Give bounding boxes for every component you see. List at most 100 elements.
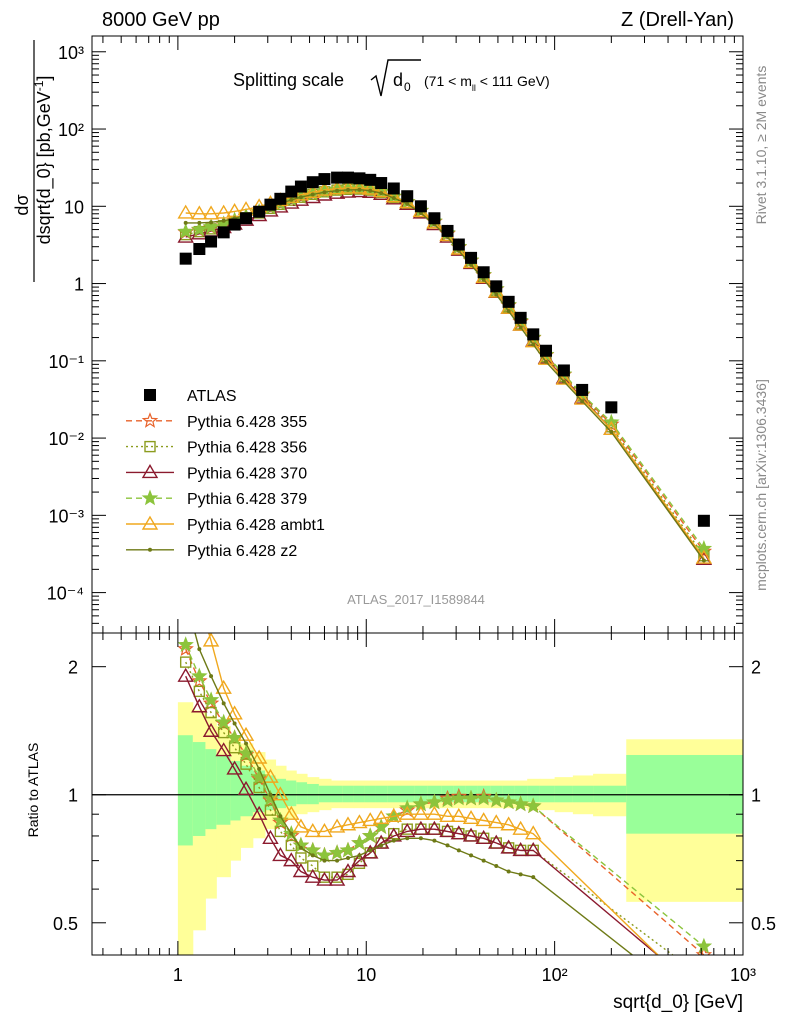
uncertainty-band-inner [375,785,389,803]
uncertainty-band-inner [192,742,206,836]
uncertainty-band-inner [427,785,442,803]
ratio-point-pythia-6-428-ambt1 [283,805,300,820]
point-pythia-6-428-ambt1 [316,181,333,196]
ratio-point-pythia-6-428-370 [215,742,232,757]
ratio-point-pythia-6-428-379 [226,729,243,745]
ratio-point-pythia-6-428-355 [695,946,713,955]
ratio-point-pythia-6-428-z2 [456,848,461,853]
point-pythia-6-428-ambt1 [695,549,713,564]
legend-label: Pythia 6.428 356 [187,440,307,457]
uncertainty-band-inner [286,780,297,807]
ratio-y-tick-label-right: 1 [751,786,761,806]
point-pythia-6-428-ambt1 [512,316,529,331]
legend-item-pythia-6-428-z2: Pythia 6.428 z2 [126,543,297,560]
ratio-point-pythia-6-428-z2 [506,869,511,874]
ratio-point-pythia-6-428-370 [304,868,321,883]
data-point-atlas [477,266,490,279]
ratio-point-pythia-6-428-379 [215,713,232,730]
ratio-point-pythia-6-428-379 [695,937,713,954]
chart-title: Splitting scale d 0 (71 < mll < 111 GeV) [233,59,550,97]
ratio-point-pythia-6-428-370 [250,805,268,820]
watermark: ATLAS_2017_I1589844 [347,592,485,607]
ratio-point-pythia-6-428-ambt1 [272,786,289,801]
uncertainty-band-inner [572,785,594,803]
title-range: (71 < mll < 111 GeV) [424,73,550,93]
point-pythia-6-428-z2 [289,197,294,202]
point-pythia-6-428-ambt1 [372,183,390,198]
ratio-point-pythia-6-428-370 [372,834,390,849]
point-pythia-6-428-z2 [357,187,362,192]
y-tick-label: 10⁻¹ [48,352,84,372]
x-tick-label: 1 [173,965,183,985]
point-pythia-6-428-z2 [346,187,351,192]
ratio-point-pythia-6-428-ambt1 [304,823,321,838]
ratio-point-pythia-6-428-ambt1 [439,807,456,822]
uncertainty-band-inner [527,785,541,803]
ratio-point-pythia-6-428-ambt1 [462,809,480,825]
uncertainty-band-inner [593,785,627,803]
ratio-point-pythia-6-428-z2 [298,845,303,850]
ratio-point-pythia-6-428-ambt1 [292,818,310,833]
ratio-point-pythia-6-428-z2 [197,647,202,652]
uncertainty-band-inner [414,785,429,803]
point-pythia-6-428-ambt1 [215,204,232,219]
xlabel: sqrt{d_0} [GeV] [613,992,743,1013]
data-point-atlas [452,238,465,251]
data-point-atlas [465,251,478,264]
ratio-point-pythia-6-428-z2 [481,858,486,863]
data-point-atlas [205,235,218,248]
ratio-point-pythia-6-428-370 [272,847,289,862]
ratio-point-pythia-6-428-z2 [445,843,450,848]
ratio-point-pythia-6-428-379 [250,768,268,785]
ratio-line-pythia-6-428-ambt1 [208,633,660,955]
title-sym-sub: 0 [404,80,411,94]
title-range-post: < 111 GeV) [476,73,550,89]
data-point-atlas [387,182,400,195]
ratio-y-tick-label-left: 2 [68,658,78,678]
ratio-point-pythia-6-428-356 [228,741,241,754]
data-point-atlas [576,383,589,396]
ratio-point-pythia-6-428-z2 [278,814,283,819]
legend-marker-pythia-6-428-355 [141,412,159,428]
point-pythia-6-428-z2 [221,218,226,223]
ratio-point-pythia-6-428-ambt1 [399,805,416,820]
point-pythia-6-428-z2 [310,192,315,197]
ratio-point-pythia-6-428-379 [439,791,456,808]
ratio-series-pythia-6-428-ambt1 [202,633,660,955]
legend-item-pythia-6-428-379: Pythia 6.428 379 [126,489,307,508]
legend-item-pythia-6-428-356: Pythia 6.428 356 [126,440,307,457]
ratio-point-pythia-6-428-356 [193,685,206,698]
ratio-point-pythia-6-428-379 [475,789,492,806]
data-point-atlas [264,198,277,211]
ratio-point-pythia-6-428-370 [525,841,542,857]
ratio-point-pythia-6-428-370 [202,722,220,737]
y-tick-label: 10 [64,197,84,217]
uncertainty-band-inner [400,785,415,803]
point-pythia-6-428-z2 [561,379,566,384]
ylabel-close: ] [34,76,54,81]
ratio-point-pythia-6-428-370 [426,820,443,835]
uncertainty-band-inner [364,785,377,803]
uncertainty-band-inner [539,785,556,803]
ratio-point-pythia-6-428-z2 [518,872,523,877]
ratio-point-pythia-6-428-370 [328,871,346,886]
point-pythia-6-428-ambt1 [191,205,208,220]
ratio-point-pythia-6-428-370 [262,829,279,844]
ratio-point-pythia-6-428-379 [512,795,529,812]
ratio-point-pythia-6-428-z2 [209,674,214,679]
legend-label: ATLAS [187,388,237,405]
ratio-point-pythia-6-428-z2 [244,741,249,746]
ratio-series-pythia-6-428-z2 [194,633,634,955]
ratio-point-pythia-6-428-356 [179,656,192,668]
ratio-point-pythia-6-428-z2 [310,853,315,858]
ratio-point-pythia-6-428-370 [316,871,333,886]
uncertainty-band-inner [502,785,516,803]
ratio-point-pythia-6-428-370 [177,667,194,682]
ratio-point-pythia-6-428-z2 [469,853,474,858]
ratio-point-pythia-6-428-370 [512,841,529,857]
ratio-point-pythia-6-428-z2 [405,836,410,841]
ratio-point-pythia-6-428-370 [439,823,456,838]
point-pythia-6-428-z2 [322,190,327,195]
data-point-atlas [342,171,355,184]
